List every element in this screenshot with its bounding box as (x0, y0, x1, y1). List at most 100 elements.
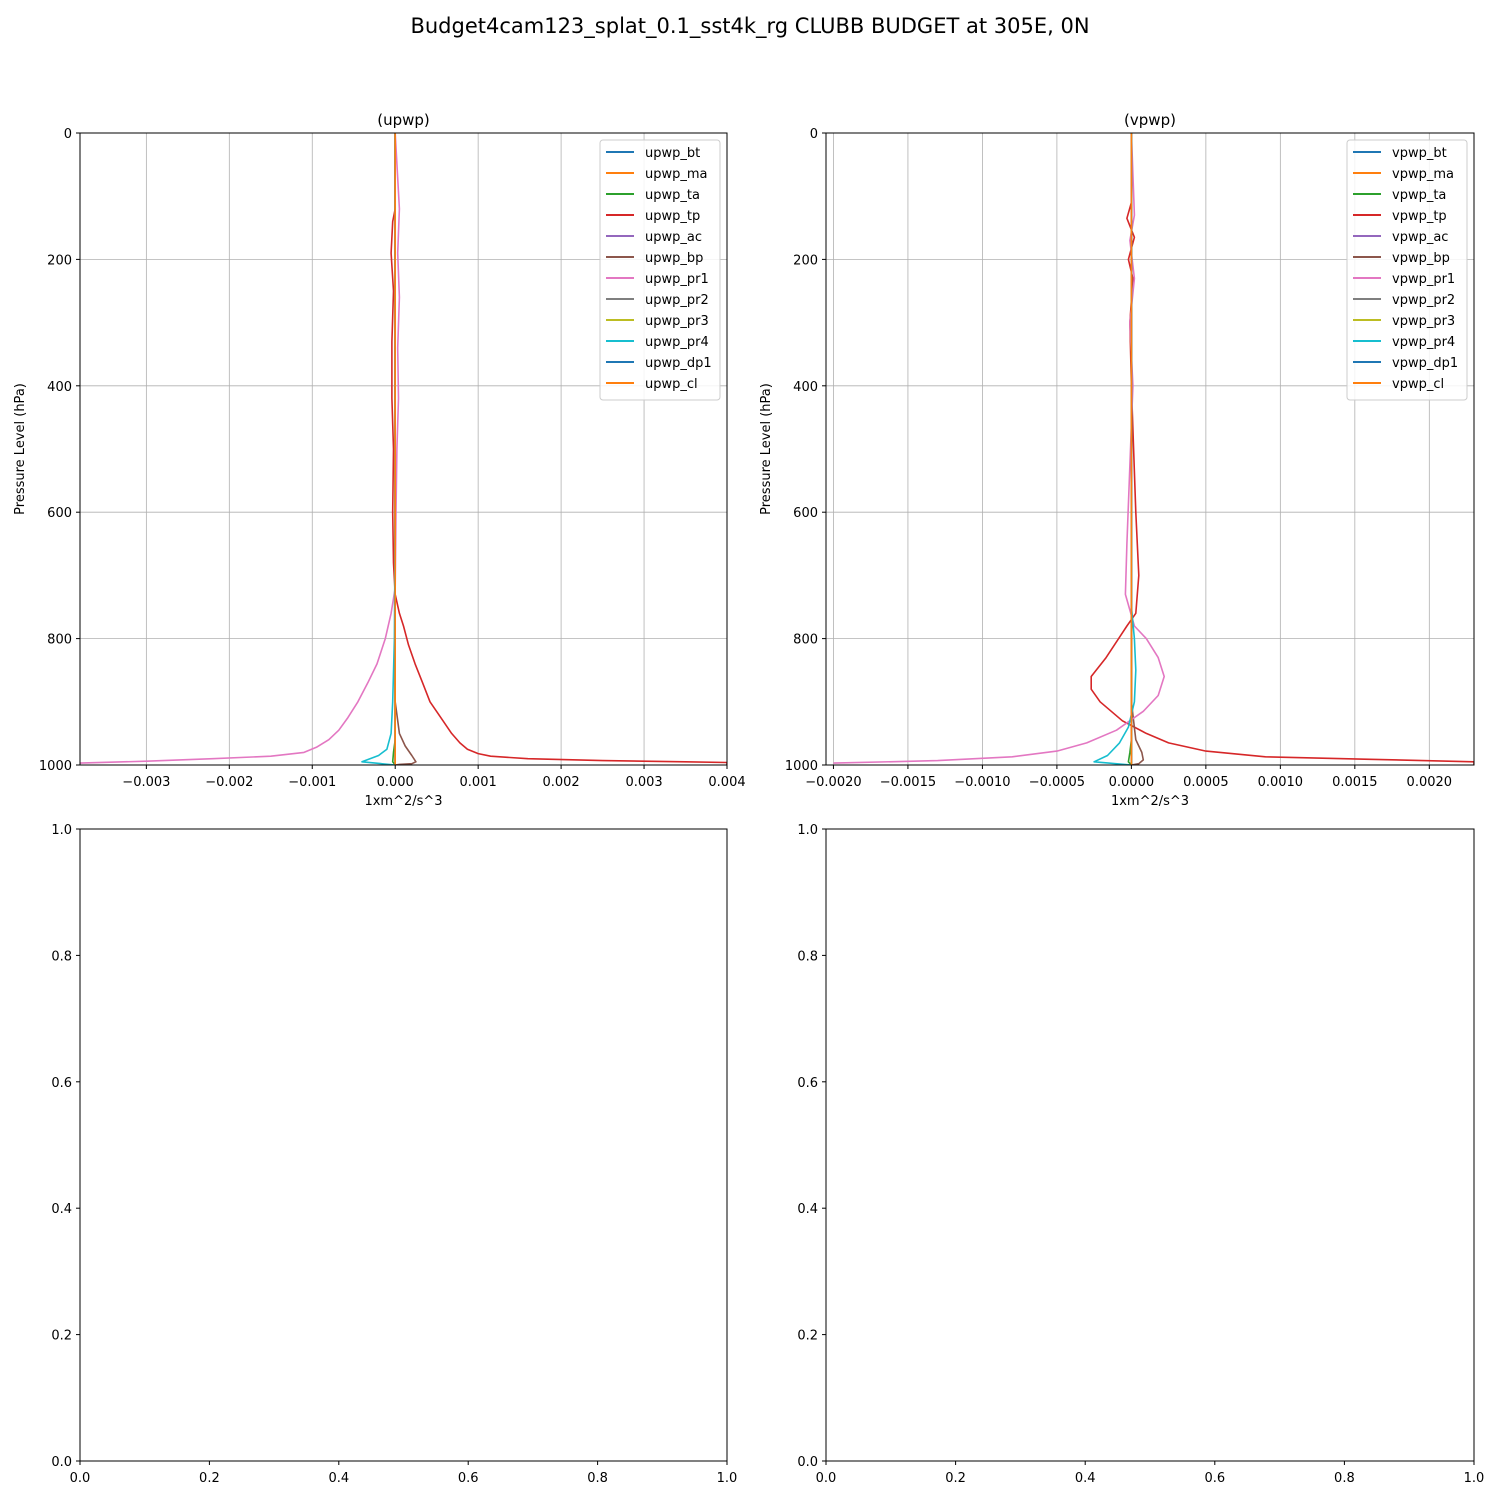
panel-title: (vpwp) (1124, 111, 1176, 129)
y-tick-label: 0.6 (51, 1076, 72, 1091)
x-tick-label: 0.003 (625, 775, 662, 790)
y-tick-label: 0.2 (797, 1329, 818, 1344)
x-tick-label: 0.001 (460, 775, 497, 790)
y-tick-label: 800 (47, 633, 72, 648)
series-line-upwp_bp (394, 133, 417, 765)
x-tick-label: 0.002 (542, 775, 579, 790)
x-tick-label: −0.001 (288, 775, 336, 790)
x-axis-label: 1xm^2/s^3 (1111, 794, 1189, 809)
chart-panel-4: 0.0 0.2 0.4 0.6 0.8 1.0 0.0 0.2 0.4 0.6 0.8 1.0 (797, 823, 1484, 1486)
x-tick-label: 1.0 (1464, 1471, 1485, 1486)
x-tick-label: −0.0010 (954, 775, 1010, 790)
legend-entry: upwp_ta (645, 188, 700, 203)
legend-entry: upwp_pr2 (645, 293, 709, 308)
legend-entry: vpwp_dp1 (1392, 356, 1458, 371)
legend-entry: vpwp_pr4 (1392, 335, 1455, 350)
y-tick-label: 0.8 (797, 949, 818, 964)
series-line-upwp_pr1 (80, 133, 401, 764)
x-tick-label: 0.6 (1204, 1471, 1225, 1486)
legend-box (599, 139, 721, 401)
series-line-vpwp_pr4 (1093, 133, 1137, 765)
legend-entry: vpwp_pr2 (1392, 293, 1455, 308)
x-tick-label: −0.0005 (1029, 775, 1085, 790)
figure-title: Budget4cam123_splat_0.1_sst4k_rg CLUBB B… (410, 14, 1090, 38)
legend-entry: upwp_pr1 (645, 272, 709, 287)
x-tick-label: 0.0000 (1109, 775, 1155, 790)
y-tick-label: 0.4 (797, 1202, 818, 1217)
panel-title: (upwp) (377, 111, 430, 129)
x-tick-label: 0.6 (458, 1471, 479, 1486)
y-tick-label: 200 (47, 253, 72, 268)
chart-panel-1: −0.003 −0.002 −0.001 0.000 0.001 0.002 0.003 0.… (13, 111, 746, 809)
legend-entry: upwp_tp (645, 209, 700, 224)
legend-entry: upwp_ma (645, 167, 708, 182)
x-tick-label: 0.0005 (1183, 775, 1229, 790)
legend: upwp_bt upwp_ma upwp_ta upwp_tp upwp_ac upwp_… (599, 139, 721, 401)
series-line-upwp_tp (390, 133, 727, 765)
legend-entry: upwp_dp1 (645, 356, 712, 371)
x-tick-label: 0.0 (816, 1471, 837, 1486)
legend-entry: upwp_bt (645, 146, 700, 161)
y-tick-label: 0.0 (51, 1455, 72, 1470)
axes-frame (79, 828, 728, 1462)
legend-entry: vpwp_ac (1392, 230, 1448, 245)
chart-panel-3: 0.0 0.2 0.4 0.6 0.8 1.0 0.0 0.2 0.4 0.6 0.8 1.0 (51, 823, 737, 1486)
y-tick-label: 0 (810, 127, 818, 142)
y-tick-label: 0.8 (51, 949, 72, 964)
y-tick-label: 200 (793, 253, 818, 268)
y-tick-label: 0.6 (797, 1076, 818, 1091)
legend-entry: vpwp_ma (1392, 167, 1454, 182)
x-tick-label: 0.4 (328, 1471, 349, 1486)
x-tick-label: 0.000 (377, 775, 414, 790)
x-axis-label: 1xm^2/s^3 (364, 794, 442, 809)
legend-box (1346, 139, 1468, 401)
legend: vpwp_bt vpwp_ma vpwp_ta vpwp_tp vpwp_ac vpwp_… (1346, 139, 1468, 401)
x-tick-label: 0.4 (1075, 1471, 1096, 1486)
series-group (80, 133, 727, 765)
legend-entry: vpwp_tp (1392, 209, 1447, 224)
series-line-vpwp_tp (1090, 133, 1474, 765)
axes-frame (825, 132, 1475, 766)
chart-panel-2: −0.0020 −0.0015 −0.0010 −0.0005 0.0000 0.0005… (759, 111, 1475, 809)
y-tick-label: 400 (793, 380, 818, 395)
x-tick-label: 0.8 (1334, 1471, 1355, 1486)
y-tick-label: 1000 (39, 759, 72, 774)
y-tick-label: 1.0 (51, 823, 72, 838)
x-tick-label: 0.2 (945, 1471, 966, 1486)
x-tick-label: −0.0020 (805, 775, 861, 790)
series-line-vpwp_pr1 (833, 133, 1165, 764)
x-tick-label: 0.0 (70, 1471, 91, 1486)
x-tick-label: 1.0 (717, 1471, 738, 1486)
legend-entry: upwp_ac (645, 230, 702, 245)
axes-frame (79, 132, 728, 766)
x-tick-label: 0.8 (587, 1471, 608, 1486)
x-tick-label: 0.0020 (1407, 775, 1453, 790)
legend-entry: vpwp_bt (1392, 146, 1447, 161)
series-line-upwp_pr4 (361, 133, 397, 765)
series-group (833, 133, 1474, 765)
legend-entry: vpwp_pr3 (1392, 314, 1455, 329)
x-tick-label: 0.2 (199, 1471, 220, 1486)
x-tick-label: 0.0010 (1258, 775, 1304, 790)
y-tick-label: 1000 (785, 759, 818, 774)
x-tick-label: −0.002 (205, 775, 253, 790)
y-tick-label: 0.0 (797, 1455, 818, 1470)
legend-entry: upwp_cl (645, 377, 698, 392)
y-tick-label: 0 (64, 127, 72, 142)
legend-entry: upwp_pr3 (645, 314, 709, 329)
y-tick-label: 600 (793, 506, 818, 521)
y-tick-label: 0.2 (51, 1329, 72, 1344)
x-tick-label: 0.004 (708, 775, 745, 790)
legend-entry: vpwp_pr1 (1392, 272, 1455, 287)
x-tick-label: 0.0015 (1332, 775, 1378, 790)
y-tick-label: 400 (47, 380, 72, 395)
y-tick-label: 1.0 (797, 823, 818, 838)
y-axis-label: Pressure Level (hPa) (759, 383, 774, 515)
x-tick-label: −0.003 (122, 775, 170, 790)
legend-entry: upwp_pr4 (645, 335, 709, 350)
axes-frame (825, 828, 1475, 1462)
legend-entry: vpwp_cl (1392, 377, 1444, 392)
y-tick-label: 800 (793, 633, 818, 648)
legend-entry: vpwp_ta (1392, 188, 1446, 203)
